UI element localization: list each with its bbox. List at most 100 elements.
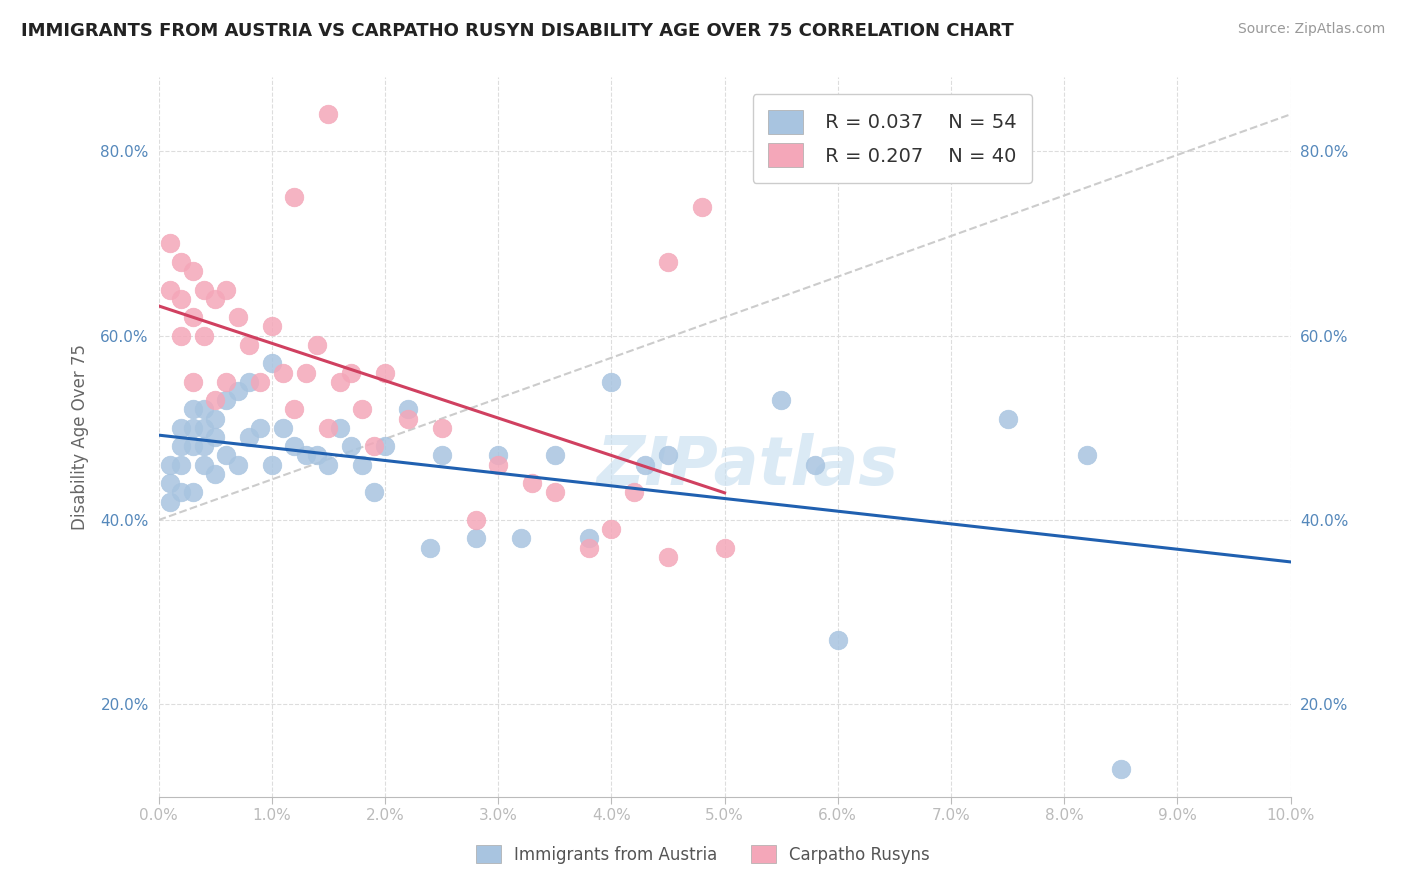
Point — [181, 485, 204, 500]
Point — [193, 283, 215, 297]
Text: Source: ZipAtlas.com: Source: ZipAtlas.com — [1237, 22, 1385, 37]
Point — [283, 402, 305, 417]
Text: ZIPatlas: ZIPatlas — [596, 433, 898, 499]
Point — [170, 421, 193, 435]
Point — [238, 430, 260, 444]
Point — [623, 485, 645, 500]
Point — [600, 522, 623, 536]
Point — [226, 458, 249, 472]
Point — [204, 292, 226, 306]
Point — [204, 411, 226, 425]
Point — [827, 632, 849, 647]
Point — [193, 328, 215, 343]
Legend:  R = 0.037    N = 54,  R = 0.207    N = 40: R = 0.037 N = 54, R = 0.207 N = 40 — [752, 95, 1032, 183]
Point — [215, 449, 238, 463]
Point — [170, 458, 193, 472]
Text: IMMIGRANTS FROM AUSTRIA VS CARPATHO RUSYN DISABILITY AGE OVER 75 CORRELATION CHA: IMMIGRANTS FROM AUSTRIA VS CARPATHO RUSY… — [21, 22, 1014, 40]
Point — [170, 439, 193, 453]
Point — [634, 458, 657, 472]
Point — [260, 356, 283, 370]
Point — [363, 439, 385, 453]
Point — [159, 476, 181, 491]
Point — [249, 421, 271, 435]
Point — [260, 458, 283, 472]
Point — [204, 467, 226, 481]
Point — [690, 200, 713, 214]
Point — [238, 338, 260, 352]
Point — [374, 366, 396, 380]
Point — [657, 549, 679, 564]
Point — [486, 458, 509, 472]
Point — [226, 310, 249, 325]
Point — [329, 375, 352, 389]
Point — [226, 384, 249, 398]
Point — [374, 439, 396, 453]
Point — [170, 292, 193, 306]
Point — [318, 107, 340, 121]
Point — [600, 375, 623, 389]
Point — [657, 255, 679, 269]
Point — [340, 439, 363, 453]
Point — [283, 439, 305, 453]
Point — [170, 328, 193, 343]
Point — [204, 430, 226, 444]
Point — [181, 439, 204, 453]
Point — [396, 411, 419, 425]
Point — [1109, 762, 1132, 776]
Point — [544, 449, 567, 463]
Legend: Immigrants from Austria, Carpatho Rusyns: Immigrants from Austria, Carpatho Rusyns — [470, 838, 936, 871]
Point — [181, 310, 204, 325]
Point — [713, 541, 735, 555]
Point — [318, 421, 340, 435]
Point — [193, 421, 215, 435]
Point — [396, 402, 419, 417]
Point — [181, 264, 204, 278]
Point — [352, 402, 374, 417]
Point — [1076, 449, 1098, 463]
Point — [486, 449, 509, 463]
Point — [181, 421, 204, 435]
Point — [318, 458, 340, 472]
Point — [804, 458, 827, 472]
Point — [464, 513, 486, 527]
Point — [578, 532, 600, 546]
Point — [215, 375, 238, 389]
Point — [430, 449, 453, 463]
Point — [363, 485, 385, 500]
Point — [283, 190, 305, 204]
Point — [294, 449, 316, 463]
Point — [170, 485, 193, 500]
Point — [215, 393, 238, 408]
Point — [238, 375, 260, 389]
Point — [159, 283, 181, 297]
Point — [544, 485, 567, 500]
Point — [307, 338, 329, 352]
Point — [520, 476, 543, 491]
Point — [159, 494, 181, 508]
Point — [159, 458, 181, 472]
Point — [770, 393, 793, 408]
Point — [170, 255, 193, 269]
Point — [271, 421, 294, 435]
Point — [204, 393, 226, 408]
Point — [340, 366, 363, 380]
Point — [509, 532, 531, 546]
Point — [997, 411, 1019, 425]
Point — [260, 319, 283, 334]
Point — [578, 541, 600, 555]
Point — [193, 402, 215, 417]
Point — [193, 458, 215, 472]
Point — [419, 541, 441, 555]
Point — [294, 366, 316, 380]
Point — [159, 236, 181, 251]
Point — [181, 375, 204, 389]
Point — [307, 449, 329, 463]
Y-axis label: Disability Age Over 75: Disability Age Over 75 — [72, 344, 89, 530]
Point — [181, 402, 204, 417]
Point — [215, 283, 238, 297]
Point — [271, 366, 294, 380]
Point — [464, 532, 486, 546]
Point — [249, 375, 271, 389]
Point — [430, 421, 453, 435]
Point — [329, 421, 352, 435]
